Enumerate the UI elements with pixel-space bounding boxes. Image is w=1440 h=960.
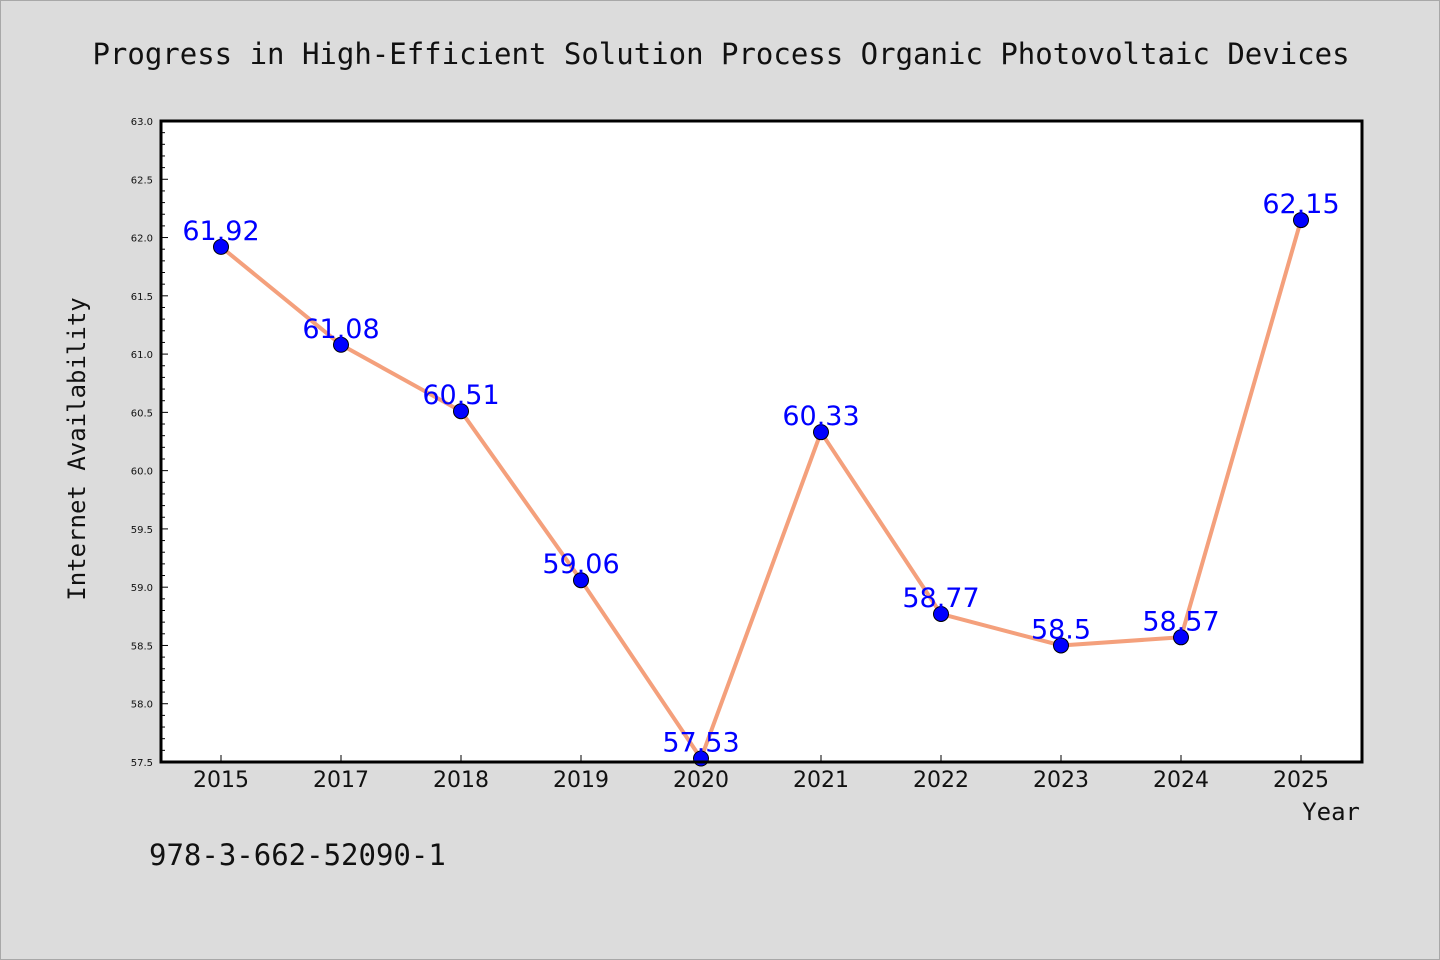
x-axis-ticks: 2015 2017 2018 2019 2020 2021 2022 2023 2024 2025: [193, 755, 1329, 793]
y-tick-label: 58.0: [131, 700, 153, 711]
footer-isbn: 978-3-662-52090-1: [149, 838, 446, 872]
y-tick-label: 61.5: [131, 292, 153, 303]
data-label: 59.06: [542, 549, 619, 580]
data-point: [333, 336, 349, 353]
y-tick-label: 57.5: [131, 758, 153, 769]
data-point: [933, 605, 949, 622]
y-tick-label: 60.5: [131, 408, 153, 419]
data-point: [453, 403, 469, 420]
data-label: 62.15: [1262, 189, 1339, 220]
x-tick-label: 2022: [913, 768, 969, 793]
data-label: 58.5: [1031, 614, 1091, 645]
data-point: [813, 424, 829, 441]
x-tick-label: 2023: [1033, 768, 1089, 793]
data-label: 57.53: [662, 728, 739, 759]
x-axis-label: Year: [1302, 798, 1360, 826]
y-tick-label: 60.0: [131, 467, 153, 478]
y-tick-label: 59.5: [131, 525, 153, 536]
y-tick-label: 62.5: [131, 175, 153, 186]
data-label: 61.08: [302, 314, 379, 345]
series-line: [219, 218, 1303, 761]
y-tick-label: 62.0: [131, 234, 153, 245]
data-point: [1293, 212, 1309, 229]
data-point: [1173, 629, 1189, 646]
plot-frame: [159, 119, 1364, 764]
y-axis-label: Internet Availability: [63, 297, 91, 600]
data-point: [213, 238, 229, 255]
x-tick-label: 2025: [1273, 768, 1329, 793]
chart-title: Progress in High-Efficient Solution Proc…: [92, 37, 1349, 71]
data-labels: 61.92 61.08 60.51 59.06 57.53 60.33 58.77 58.5 5…: [182, 189, 1339, 758]
x-tick-label: 2018: [433, 768, 489, 793]
x-tick-label: 2017: [313, 768, 369, 793]
x-tick-label: 2019: [553, 768, 609, 793]
plot-area: [161, 121, 1362, 762]
x-tick-label: 2020: [673, 768, 729, 793]
y-tick-label: 63.0: [131, 117, 153, 128]
data-label: 60.51: [422, 380, 499, 411]
x-tick-label: 2021: [793, 768, 849, 793]
y-tick-label: 61.0: [131, 350, 153, 361]
data-label: 58.77: [902, 583, 979, 614]
x-tick-label: 2015: [193, 768, 249, 793]
x-tick-label: 2024: [1153, 768, 1209, 793]
y-tick-label: 58.5: [131, 641, 153, 652]
y-tick-label: 59.0: [131, 583, 153, 594]
data-point: [1053, 637, 1069, 654]
data-label: 60.33: [782, 401, 859, 432]
data-label: 58.57: [1142, 606, 1219, 637]
data-point: [573, 572, 589, 589]
data-label: 61.92: [182, 216, 259, 247]
series-layer: [213, 212, 1309, 767]
